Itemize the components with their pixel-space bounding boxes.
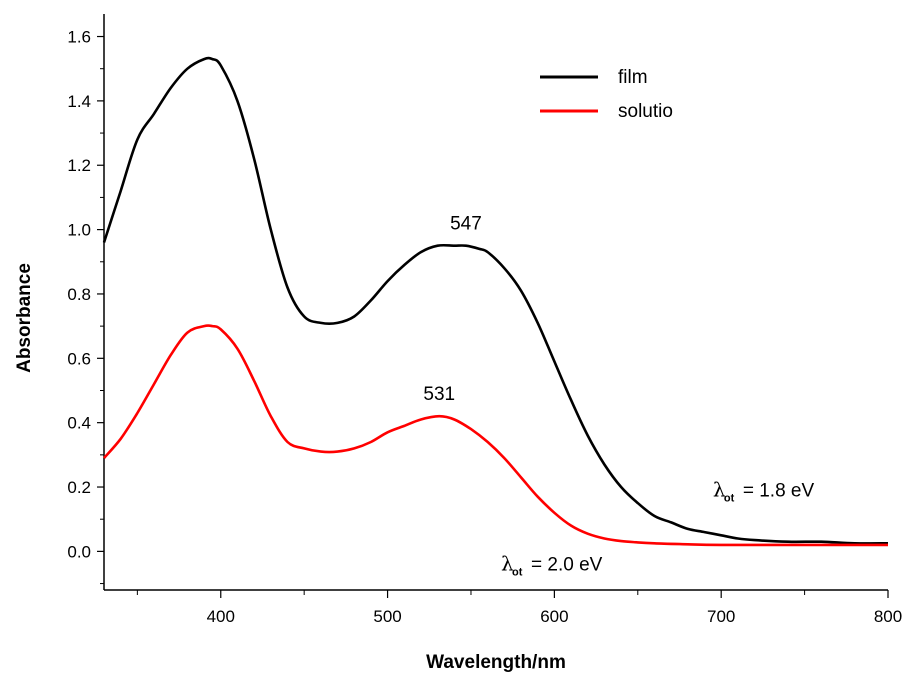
x-tick-label: 500 [373, 607, 401, 626]
lambda-subscript: ot [512, 567, 523, 579]
y-tick-label: 0.4 [67, 414, 91, 433]
y-tick-label: 0.6 [67, 349, 91, 368]
y-tick-label: 1.6 [67, 28, 91, 47]
peak-label: 531 [423, 384, 455, 405]
x-axis-title: Wavelength/nm [426, 652, 566, 673]
series-line-solutio [103, 324, 888, 547]
x-tick-label: 800 [874, 607, 902, 626]
series-line-film [102, 56, 889, 545]
y-tick-label: 0.0 [67, 542, 91, 561]
band-gap-label: λot = 2.0 eV [501, 552, 603, 579]
peak-label: 547 [450, 214, 482, 235]
x-tick-label: 700 [707, 607, 735, 626]
x-tick-label: 600 [540, 607, 568, 626]
legend-label-solutio: solutio [618, 101, 673, 122]
lambda-subscript: ot [724, 493, 735, 505]
y-tick-label: 1.4 [67, 92, 91, 111]
y-axis-title: Absorbance [14, 263, 35, 373]
y-tick-label: 0.8 [67, 285, 91, 304]
y-tick-label: 1.2 [67, 156, 91, 175]
legend: film solutio [540, 67, 673, 122]
band-gap-value: = 2.0 eV [531, 555, 603, 576]
legend-label-film: film [618, 67, 648, 88]
axes: 0.0 0.2 0.4 0.6 0.8 1.0 1.2 1.4 1.6 400 500 600 700 8… [67, 14, 902, 626]
y-tick-label: 0.2 [67, 478, 91, 497]
x-tick-label: 400 [207, 607, 235, 626]
band-gap-value: = 1.8 eV [743, 481, 815, 502]
series-layer [102, 56, 889, 547]
lambda-symbol: λ [713, 478, 726, 502]
y-tick-label: 1.0 [67, 221, 91, 240]
lambda-symbol: λ [501, 552, 514, 576]
band-gap-label: λot = 1.8 eV [713, 478, 815, 505]
